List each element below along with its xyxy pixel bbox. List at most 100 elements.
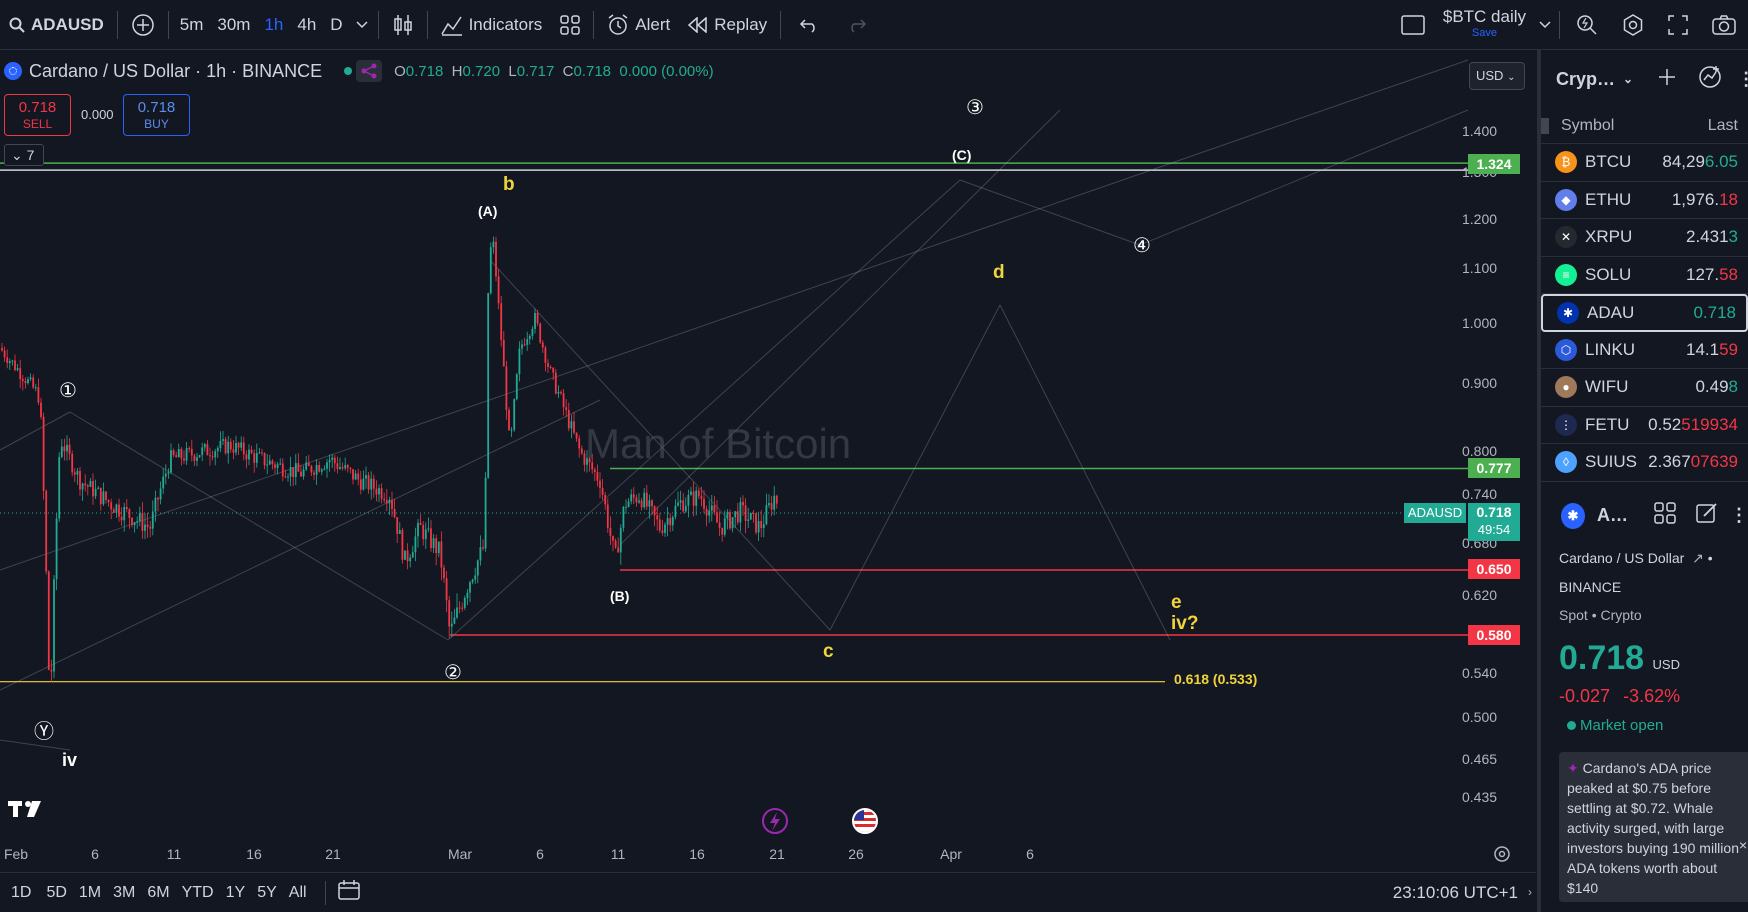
indicator-collapse-button[interactable]: ⌄ 7 (4, 144, 44, 166)
replay-button[interactable]: Replay (679, 0, 776, 50)
wave-label-A[interactable]: (A) (478, 203, 498, 219)
range-6m[interactable]: 6M (147, 883, 170, 901)
price-tag-1324[interactable]: 1.324 (1468, 154, 1520, 174)
share-icon[interactable] (356, 60, 383, 82)
legend-title[interactable]: Cardano / US Dollar · 1h · BINANCE (29, 60, 323, 81)
tradingview-logo-icon[interactable] (8, 798, 48, 825)
watchlist-row[interactable]: ◊ SUIUS 2.36707639 (1541, 444, 1748, 482)
watchlist-title[interactable]: Cryp… (1556, 68, 1616, 89)
wave-label-iv[interactable]: iv (62, 750, 78, 770)
more-icon[interactable]: ⋮ (1730, 505, 1748, 525)
undo-button[interactable] (785, 0, 833, 50)
fullscreen-button[interactable] (1656, 0, 1700, 50)
candle-body (718, 522, 721, 528)
layout-toggle[interactable] (1392, 0, 1434, 50)
candle-body (120, 516, 123, 521)
price-tag-0650[interactable]: 0.650 (1468, 559, 1520, 579)
watchlist-chart-icon[interactable] (1697, 64, 1723, 95)
watchlist-row[interactable]: ≡ SOLU 127.58 (1541, 257, 1748, 294)
wave-label-e[interactable]: e (1171, 592, 1182, 613)
col-last[interactable]: Last (1707, 116, 1738, 134)
range-1m[interactable]: 1M (78, 883, 102, 901)
wave-label-b[interactable]: b (503, 174, 515, 195)
interval-4h[interactable]: 4h (297, 14, 317, 34)
details-short-name[interactable]: A… (1597, 505, 1628, 525)
candle-body (773, 495, 776, 510)
buy-button[interactable]: 0.718 BUY (123, 94, 190, 136)
chart-canvas[interactable] (0, 50, 1536, 870)
watchlist-row[interactable]: ◆ ETHU 1,976.18 (1541, 182, 1748, 219)
date-range-button[interactable] (337, 879, 362, 906)
range-5d[interactable]: 5D (46, 883, 67, 901)
edit-icon[interactable] (1696, 502, 1718, 529)
more-icon[interactable]: ⋮ (1737, 68, 1748, 89)
snapshot-button[interactable] (1700, 0, 1748, 50)
candle-body (729, 512, 731, 529)
chart-pane[interactable] (0, 50, 1536, 870)
wave-label-2[interactable]: ② (444, 662, 462, 684)
watchlist-row[interactable]: ⋮ FETU 0.52519934 (1541, 407, 1748, 444)
watchlist-row[interactable]: ✕ XRPU 2.4313 (1541, 219, 1748, 257)
price-tag-0580[interactable]: 0.580 (1468, 625, 1520, 645)
square-icon (1401, 14, 1425, 36)
axis-settings-button[interactable] (1492, 844, 1512, 869)
price-tag-0777[interactable]: 0.777 (1468, 458, 1520, 478)
candle-body (328, 460, 331, 463)
candle-body (588, 458, 591, 463)
current-price-tag[interactable]: 0.718 49:54 (1468, 503, 1520, 541)
chevron-down-icon[interactable]: ⌄ (1623, 72, 1634, 86)
alert-button[interactable]: Alert (598, 0, 679, 50)
indicators-button[interactable]: Indicators (432, 0, 552, 50)
layout-name-button[interactable]: $BTC daily Save (1434, 0, 1535, 50)
range-1y[interactable]: 1Y (225, 883, 246, 901)
range-1d[interactable]: 1D (11, 883, 32, 901)
watchlist-row[interactable]: ● WIFU 0.498 (1541, 369, 1748, 407)
news-card[interactable]: ✦ Cardano's ADA price peaked at $0.75 be… (1559, 751, 1748, 902)
wave-label-4[interactable]: ④ (1133, 235, 1151, 257)
clock[interactable]: 23:10:06 UTC+1 (1392, 882, 1518, 902)
interval-5m[interactable]: 5m (179, 14, 204, 34)
wave-label-y[interactable]: Ⓨ (34, 721, 54, 743)
wave-label-d[interactable]: d (993, 262, 1005, 283)
sell-button[interactable]: 0.718 SELL (4, 94, 71, 136)
wave-label-iv-question[interactable]: iv? (1171, 613, 1199, 634)
sidebar-collapse-button[interactable]: › (1528, 885, 1532, 899)
grid-icon[interactable] (1654, 502, 1676, 529)
wave-label-1[interactable]: ① (59, 380, 77, 402)
settings-button[interactable] (1610, 0, 1656, 50)
candle-body (261, 452, 263, 454)
wave-label-c[interactable]: c (823, 641, 834, 662)
currency-select[interactable]: USD ⌄ (1469, 62, 1525, 90)
us-flag-event-icon[interactable] (852, 808, 878, 834)
wave-label-C[interactable]: (C) (952, 147, 972, 163)
redo-button[interactable] (833, 0, 881, 50)
templates-button[interactable] (551, 0, 589, 50)
candle-body (617, 547, 620, 553)
interval-1h[interactable]: 1h (264, 14, 284, 34)
news-close-icon[interactable]: × (1739, 837, 1748, 853)
interval-d[interactable]: D (330, 14, 343, 34)
range-5y[interactable]: 5Y (257, 883, 277, 901)
candle-body (411, 552, 414, 558)
range-3m[interactable]: 3M (113, 883, 136, 901)
symbol-search[interactable]: ADAUSD (0, 0, 113, 50)
watchlist-row[interactable]: ✱ ADAU 0.718 (1541, 294, 1748, 332)
add-symbol-icon[interactable] (1657, 67, 1677, 92)
interval-30m[interactable]: 30m (217, 14, 251, 34)
layout-dropdown[interactable] (1535, 0, 1555, 50)
watchlist-row[interactable]: ⬡ LINKU 14.159 (1541, 332, 1748, 369)
candle-body (461, 607, 464, 609)
col-symbol[interactable]: Symbol (1561, 116, 1615, 134)
compare-button[interactable] (122, 0, 164, 50)
quick-search-button[interactable] (1564, 0, 1610, 50)
lightning-event-icon[interactable] (758, 807, 790, 835)
wave-label-3[interactable]: ③ (966, 97, 984, 119)
details-name[interactable]: Cardano / US Dollar (1559, 549, 1685, 566)
watchlist-row[interactable]: ₿ BTCU 84,296.05 (1541, 144, 1748, 182)
wave-label-B[interactable]: (B) (610, 588, 630, 604)
chart-type-button[interactable] (383, 0, 423, 50)
range-ytd[interactable]: YTD (181, 883, 214, 901)
interval-dropdown[interactable] (350, 0, 374, 50)
external-link-icon[interactable]: ↗ (1692, 549, 1704, 566)
range-all[interactable]: All (288, 883, 307, 901)
